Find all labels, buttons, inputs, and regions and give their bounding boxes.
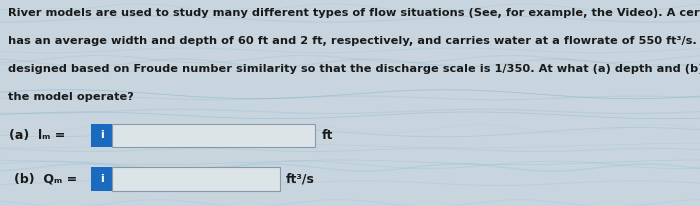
Text: ft³/s: ft³/s bbox=[286, 172, 314, 185]
Text: ft: ft bbox=[322, 129, 333, 142]
Text: designed based on Froude number similarity so that the discharge scale is 1/350.: designed based on Froude number similari… bbox=[8, 64, 700, 74]
FancyBboxPatch shape bbox=[112, 167, 280, 191]
Text: has an average width and depth of 60 ft and 2 ft, respectively, and carries wate: has an average width and depth of 60 ft … bbox=[8, 36, 700, 46]
FancyBboxPatch shape bbox=[91, 124, 112, 147]
Text: River models are used to study many different types of flow situations (See, for: River models are used to study many diff… bbox=[8, 8, 700, 18]
Text: the model operate?: the model operate? bbox=[8, 92, 134, 102]
FancyBboxPatch shape bbox=[91, 167, 112, 191]
Text: (a)  lₘ =: (a) lₘ = bbox=[9, 129, 66, 142]
Text: (b)  Qₘ =: (b) Qₘ = bbox=[14, 172, 77, 185]
FancyBboxPatch shape bbox=[112, 124, 315, 147]
Text: i: i bbox=[99, 174, 104, 184]
Text: i: i bbox=[99, 130, 104, 140]
